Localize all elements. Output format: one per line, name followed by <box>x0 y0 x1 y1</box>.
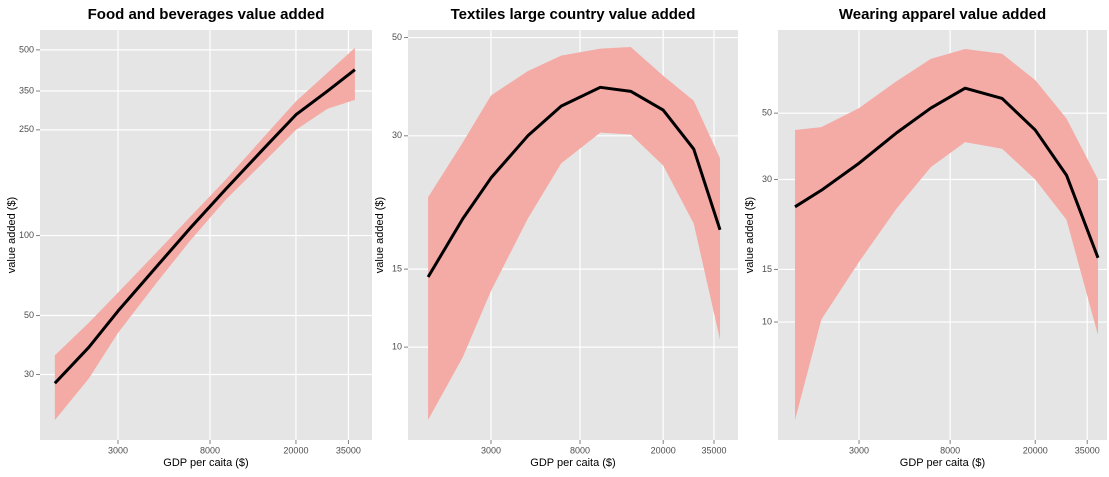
chart-title: Wearing apparel value added <box>839 6 1046 23</box>
y-tick-label: 100 <box>19 230 34 240</box>
x-tick-label: 35000 <box>1075 445 1100 455</box>
chart-title: Textiles large country value added <box>451 6 696 23</box>
x-axis-label: GDP per caita ($) <box>530 457 615 469</box>
x-tick-label: 20000 <box>283 445 308 455</box>
y-tick-label: 10 <box>392 341 402 351</box>
y-tick-label: 10 <box>762 316 772 326</box>
chart-title: Food and beverages value added <box>88 6 325 23</box>
x-tick-label: 8000 <box>200 445 220 455</box>
fit-line <box>53 68 356 385</box>
x-tick-label: 35000 <box>701 445 726 455</box>
y-tick-label: 30 <box>392 130 402 140</box>
fit-line <box>794 86 1100 259</box>
x-tick-label: 20000 <box>651 445 676 455</box>
y-tick-label: 50 <box>24 310 34 320</box>
y-tick-label: 15 <box>392 264 402 274</box>
x-tick-label: 20000 <box>1023 445 1048 455</box>
y-tick-label: 500 <box>19 44 34 54</box>
confidence-band <box>795 48 1098 421</box>
x-axis-label: GDP per caita ($) <box>900 457 985 469</box>
x-tick-label: 35000 <box>336 445 361 455</box>
y-tick-label: 250 <box>19 124 34 134</box>
x-tick-label: 8000 <box>940 445 960 455</box>
y-tick-label: 30 <box>24 369 34 379</box>
x-tick-label: 8000 <box>570 445 590 455</box>
y-tick-label: 50 <box>392 32 402 42</box>
x-axis-label: GDP per caita ($) <box>163 457 248 469</box>
y-axis-label: value added ($) <box>744 197 756 273</box>
x-tick-label: 3000 <box>481 445 501 455</box>
confidence-band <box>428 47 721 420</box>
confidence-band <box>54 47 355 421</box>
fit-line <box>426 85 722 278</box>
y-axis-label: value added ($) <box>374 197 386 273</box>
x-tick-label: 3000 <box>849 445 869 455</box>
y-tick-label: 30 <box>762 174 772 184</box>
y-axis-label: value added ($) <box>6 197 18 273</box>
x-tick-label: 3000 <box>108 445 128 455</box>
y-tick-label: 50 <box>762 108 772 118</box>
y-tick-label: 15 <box>762 264 772 274</box>
y-tick-label: 350 <box>19 85 34 95</box>
